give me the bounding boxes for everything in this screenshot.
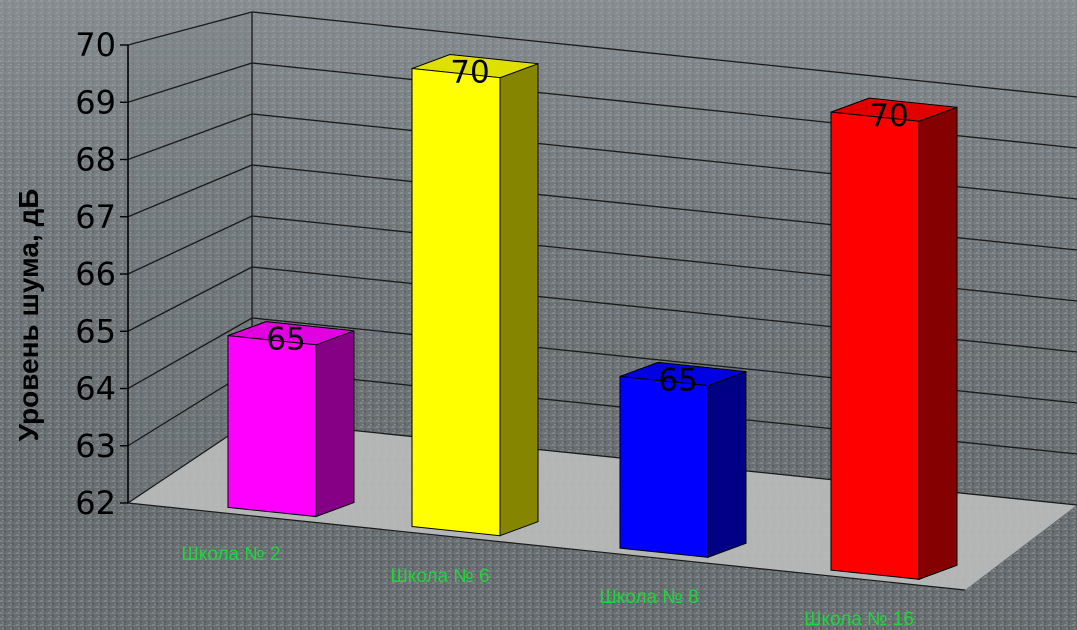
gridline-left [127, 266, 253, 332]
bar-side [315, 330, 355, 518]
category-label: Школа № 16 [804, 609, 914, 630]
x-axis-line [127, 502, 966, 591]
data-label: 65 [266, 322, 305, 358]
gridline [251, 11, 1077, 98]
bar-front [830, 111, 920, 580]
gridline-left [127, 11, 253, 46]
category-label: Школа № 2 [181, 544, 280, 565]
y-tick-label: 63 [75, 427, 116, 465]
left-wall [128, 12, 252, 503]
y-tick-label: 66 [75, 255, 116, 293]
y-tick-label: 69 [75, 83, 116, 121]
bar [411, 54, 539, 537]
bar-side [918, 106, 958, 580]
data-label: 70 [869, 98, 908, 134]
bar-side [499, 62, 539, 537]
y-tick-label: 62 [75, 484, 116, 522]
y-tick-label: 65 [75, 312, 116, 350]
y-tick-label: 64 [75, 370, 116, 408]
y-tick-label: 70 [75, 26, 116, 64]
gridline-left [127, 164, 253, 218]
y-axis-label: Уровень шума, дБ [13, 189, 44, 442]
bar [830, 97, 958, 580]
y-tick-label: 68 [75, 141, 116, 179]
category-label: Школа № 6 [390, 566, 489, 587]
gridline-left [127, 317, 253, 390]
category-label: Школа № 8 [599, 587, 698, 608]
bar [227, 321, 355, 518]
bar-front [619, 375, 709, 558]
data-label: 70 [450, 55, 489, 91]
gridline-left [127, 62, 253, 103]
gridline-left [127, 215, 253, 275]
y-tick-label: 67 [75, 198, 116, 236]
bar-front [411, 67, 501, 537]
bar [619, 361, 747, 559]
bar-front [227, 335, 317, 518]
bar-side [707, 370, 747, 559]
gridline-left [127, 113, 253, 161]
data-label: 65 [658, 362, 697, 398]
